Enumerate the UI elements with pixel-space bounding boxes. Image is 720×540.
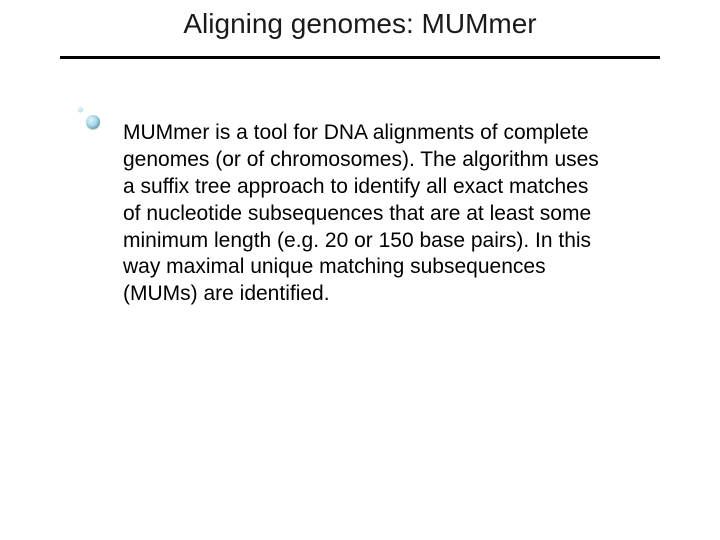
slide-title: Aligning genomes: MUMmer — [60, 8, 660, 46]
title-underline — [60, 56, 660, 59]
slide: Aligning genomes: MUMmer MUMmer is a too… — [0, 0, 720, 540]
slide-body-text: MUMmer is a tool for DNA alignments of c… — [123, 120, 603, 308]
bullet-sphere — [86, 115, 100, 129]
bullet-icon — [78, 107, 100, 129]
bullet-dot-small — [78, 107, 83, 112]
title-area: Aligning genomes: MUMmer — [60, 8, 660, 46]
